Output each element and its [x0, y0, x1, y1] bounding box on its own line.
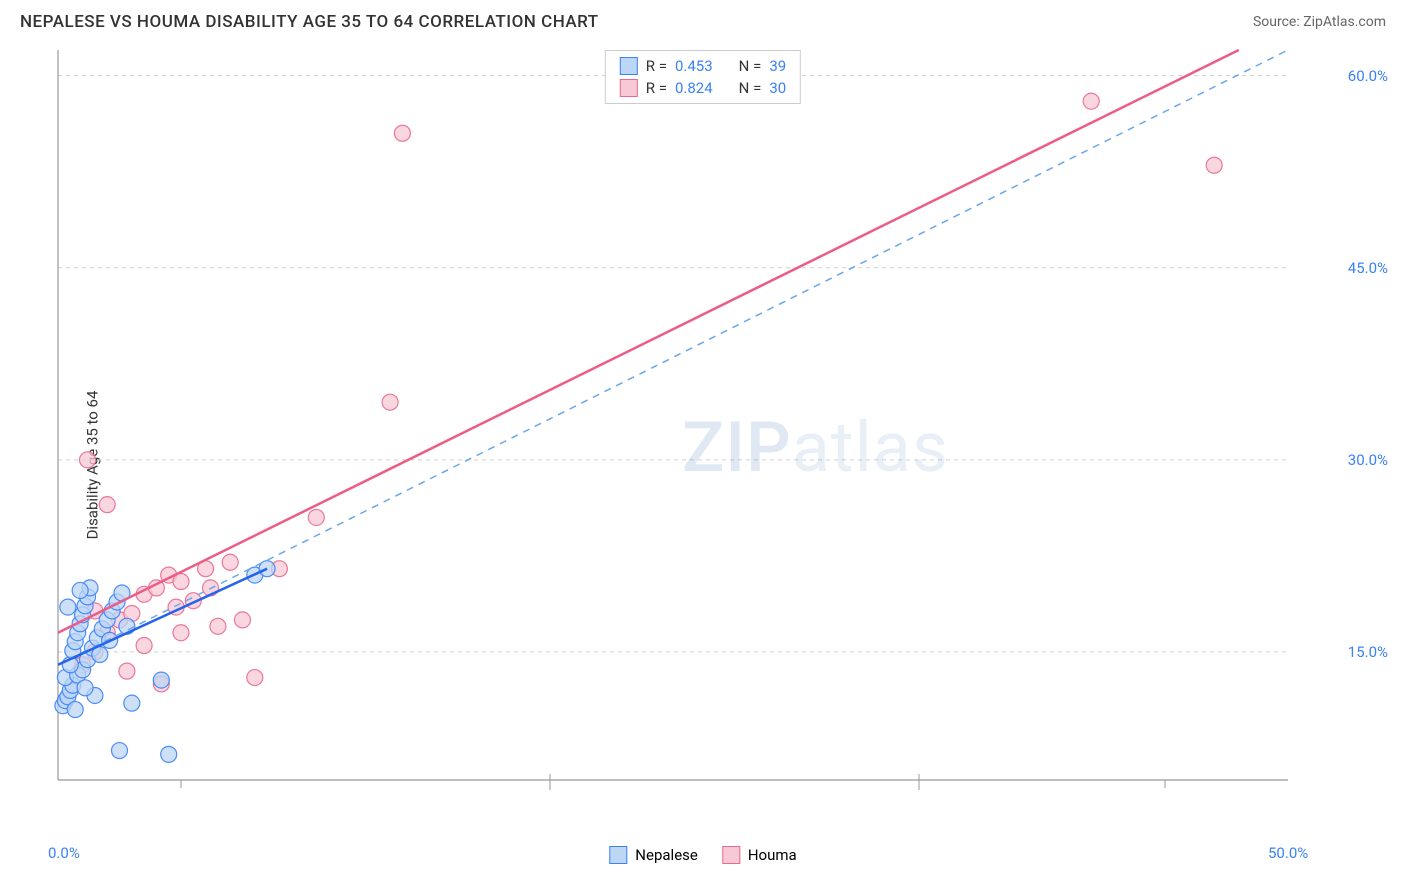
chart-title: NEPALESE VS HOUMA DISABILITY AGE 35 TO 6… [20, 12, 599, 32]
legend-n-value: 30 [769, 79, 786, 97]
legend-correlation: R = 0.453 N = 39 R = 0.824 N = 30 [605, 50, 801, 104]
y-tick-label: 45.0% [1348, 259, 1388, 277]
header: NEPALESE VS HOUMA DISABILITY AGE 35 TO 6… [0, 0, 1406, 40]
legend-correlation-row: R = 0.453 N = 39 [606, 55, 800, 77]
scatter-plot [48, 40, 1348, 820]
legend-swatch [620, 57, 638, 75]
legend-r-label: R = [646, 79, 667, 97]
source-label: Source: ZipAtlas.com [1253, 14, 1386, 30]
legend-correlation-row: R = 0.824 N = 30 [606, 77, 800, 99]
x-tick-label-min: 0.0% [48, 844, 80, 862]
legend-n-label: N = [739, 57, 762, 75]
legend-n-value: 39 [769, 57, 786, 75]
y-tick-label: 60.0% [1348, 67, 1388, 85]
legend-r-label: R = [646, 57, 667, 75]
legend-series: Nepalese Houma [609, 846, 796, 864]
legend-swatch [722, 846, 740, 864]
y-tick-label: 30.0% [1348, 451, 1388, 469]
legend-swatch [609, 846, 627, 864]
x-tick-label-max: 50.0% [1268, 844, 1308, 862]
legend-swatch [620, 79, 638, 97]
chart-area: Disability Age 35 to 64 R =0.453N =39R =… [0, 40, 1406, 890]
legend-series-label: Nepalese [635, 846, 698, 864]
legend-n-label: N = [739, 79, 762, 97]
legend-r-value: 0.453 [675, 57, 713, 75]
legend-series-item: Nepalese [609, 846, 698, 864]
legend-series-item: Houma [722, 846, 797, 864]
legend-series-label: Houma [748, 846, 797, 864]
y-tick-label: 15.0% [1348, 643, 1388, 661]
legend-r-value: 0.824 [675, 79, 713, 97]
